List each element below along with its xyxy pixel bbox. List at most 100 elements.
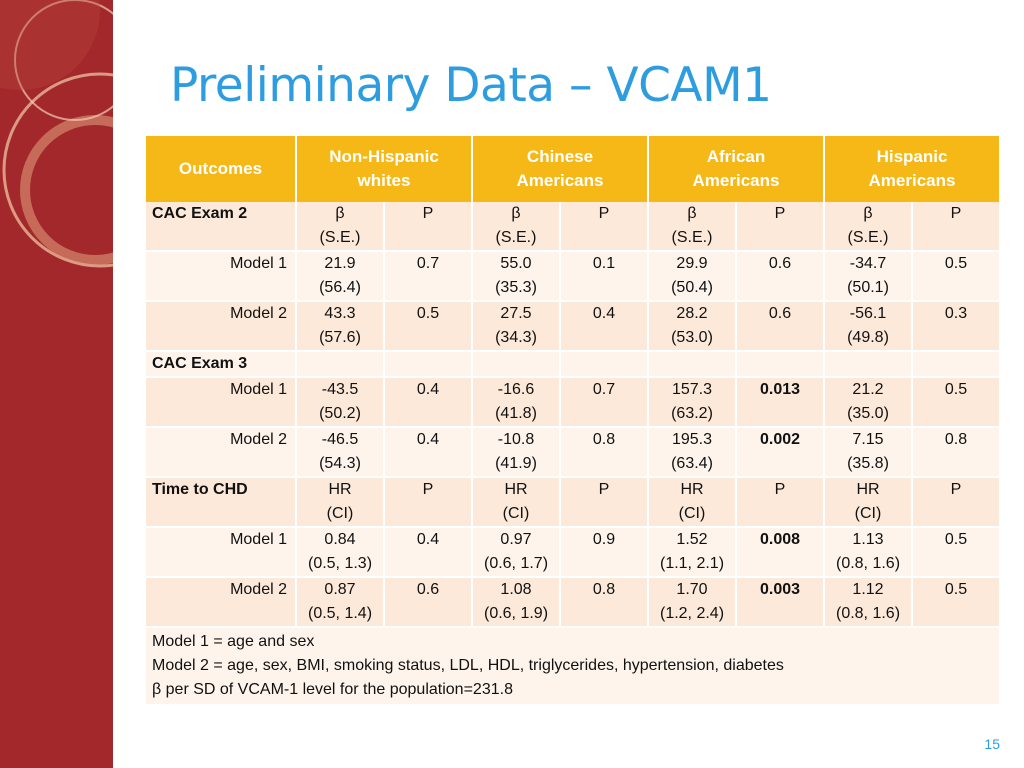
table-cell: 0.4 [384, 377, 473, 428]
table-cell: P [384, 202, 473, 252]
table-cell: 0.7 [560, 377, 649, 428]
table-cell: 0.4 [384, 527, 473, 578]
table-cell: 0.1 [560, 251, 649, 302]
note-line: Model 1 = age and sex [152, 633, 315, 650]
table-cell: P [384, 477, 473, 528]
table-cell: β (S.E.) [824, 202, 913, 252]
table-cell: 43.3 (57.6) [296, 301, 385, 352]
table-cell: P [912, 202, 999, 252]
table-cell: -34.7 (50.1) [824, 251, 913, 302]
section-label: CAC Exam 3 [146, 351, 297, 378]
table-cell: 0.008 [736, 527, 825, 578]
table-cell: 0.5 [384, 301, 473, 352]
table-cell [912, 351, 999, 378]
note-line: β per SD of VCAM-1 level for the populat… [152, 681, 513, 698]
table-cell: HR (CI) [472, 477, 561, 528]
table-cell: 0.5 [912, 251, 999, 302]
table-cell [736, 351, 825, 378]
table-cell: P [560, 202, 649, 252]
table-cell: 0.4 [384, 427, 473, 478]
group-header: Chinese Americans [472, 136, 649, 202]
model-label: Model 2 [146, 427, 297, 478]
group-header: Hispanic Americans [824, 136, 999, 202]
table-cell: HR (CI) [648, 477, 737, 528]
results-table: Outcomes Non-Hispanic whites Chinese Ame… [146, 136, 999, 706]
table-cell [296, 351, 385, 378]
model-label: Model 1 [146, 251, 297, 302]
decorative-sidebar [0, 0, 113, 768]
table-cell: -46.5 (54.3) [296, 427, 385, 478]
page-number: 15 [984, 736, 1000, 752]
slide-title: Preliminary Data – VCAM1 [170, 58, 772, 113]
table-cell: P [912, 477, 999, 528]
table-cell: 7.15 (35.8) [824, 427, 913, 478]
table-cell: 0.87 (0.5, 1.4) [296, 577, 385, 628]
table-cell: -16.6 (41.8) [472, 377, 561, 428]
table-cell: 1.52 (1.1, 2.1) [648, 527, 737, 578]
table-cell: 0.3 [912, 301, 999, 352]
decorative-rings-icon [0, 0, 113, 268]
table-cell: 1.08 (0.6, 1.9) [472, 577, 561, 628]
group-header: Non-Hispanic whites [296, 136, 473, 202]
table-cell: 28.2 (53.0) [648, 301, 737, 352]
table-row: Model 1 21.9 (56.4) 0.7 55.0 (35.3) 0.1 29.9 (50… [146, 251, 999, 302]
table-cell: 0.97 (0.6, 1.7) [472, 527, 561, 578]
note-line: Model 2 = age, sex, BMI, smoking status,… [152, 657, 784, 674]
table-cell: P [560, 477, 649, 528]
table-row: CAC Exam 3 [146, 351, 999, 378]
table-cell: 0.002 [736, 427, 825, 478]
table-cell: β (S.E.) [296, 202, 385, 252]
table-cell [648, 351, 737, 378]
table-cell: 27.5 (34.3) [472, 301, 561, 352]
table-cell: 0.7 [384, 251, 473, 302]
table-cell: 0.5 [912, 577, 999, 628]
table-cell [384, 351, 473, 378]
table-cell: 0.013 [736, 377, 825, 428]
model-label: Model 1 [146, 377, 297, 428]
table-cell: β (S.E.) [648, 202, 737, 252]
table-cell: 0.6 [736, 301, 825, 352]
table-row: Model 1 -43.5 (50.2) 0.4 -16.6 (41.8) 0.7 157.3… [146, 377, 999, 428]
table-cell: 0.9 [560, 527, 649, 578]
table-cell: 1.70 (1.2, 2.4) [648, 577, 737, 628]
table-cell: 0.8 [560, 577, 649, 628]
table-cell: 195.3 (63.4) [648, 427, 737, 478]
table-cell: β (S.E.) [472, 202, 561, 252]
notes-row: Model 1 = age and sex Model 2 = age, sex,… [146, 627, 999, 706]
table-cell: P [736, 202, 825, 252]
table-cell: 29.9 (50.4) [648, 251, 737, 302]
table-cell: 1.12 (0.8, 1.6) [824, 577, 913, 628]
table-row: Model 2 -46.5 (54.3) 0.4 -10.8 (41.9) 0.8 195.3… [146, 427, 999, 478]
table-cell: 0.5 [912, 377, 999, 428]
table-cell [560, 351, 649, 378]
table-cell: 21.9 (56.4) [296, 251, 385, 302]
table-row: Model 1 0.84 (0.5, 1.3) 0.4 0.97 (0.6, 1.7) 0.… [146, 527, 999, 578]
table-cell [472, 351, 561, 378]
table-cell: 0.6 [736, 251, 825, 302]
table-cell: -10.8 (41.9) [472, 427, 561, 478]
table-notes: Model 1 = age and sex Model 2 = age, sex,… [146, 627, 999, 706]
section-label: Time to CHD [146, 477, 297, 528]
table-row: Model 2 43.3 (57.6) 0.5 27.5 (34.3) 0.4 28.2 (53… [146, 301, 999, 352]
section-label: CAC Exam 2 [146, 202, 297, 252]
model-label: Model 1 [146, 527, 297, 578]
table-cell [824, 351, 913, 378]
model-label: Model 2 [146, 301, 297, 352]
table-cell: 1.13 (0.8, 1.6) [824, 527, 913, 578]
table-cell: 0.003 [736, 577, 825, 628]
outcomes-header: Outcomes [146, 136, 297, 202]
table-cell: P [736, 477, 825, 528]
table-cell: 0.5 [912, 527, 999, 578]
table-cell: 157.3 (63.2) [648, 377, 737, 428]
table-cell: HR (CI) [296, 477, 385, 528]
table-cell: 0.6 [384, 577, 473, 628]
table-cell: -56.1 (49.8) [824, 301, 913, 352]
table-cell: 55.0 (35.3) [472, 251, 561, 302]
table-header-row: Outcomes Non-Hispanic whites Chinese Ame… [146, 136, 999, 202]
table-cell: 21.2 (35.0) [824, 377, 913, 428]
table-cell: 0.84 (0.5, 1.3) [296, 527, 385, 578]
model-label: Model 2 [146, 577, 297, 628]
table-cell: -43.5 (50.2) [296, 377, 385, 428]
table-row: Model 2 0.87 (0.5, 1.4) 0.6 1.08 (0.6, 1.9) 0.… [146, 577, 999, 628]
